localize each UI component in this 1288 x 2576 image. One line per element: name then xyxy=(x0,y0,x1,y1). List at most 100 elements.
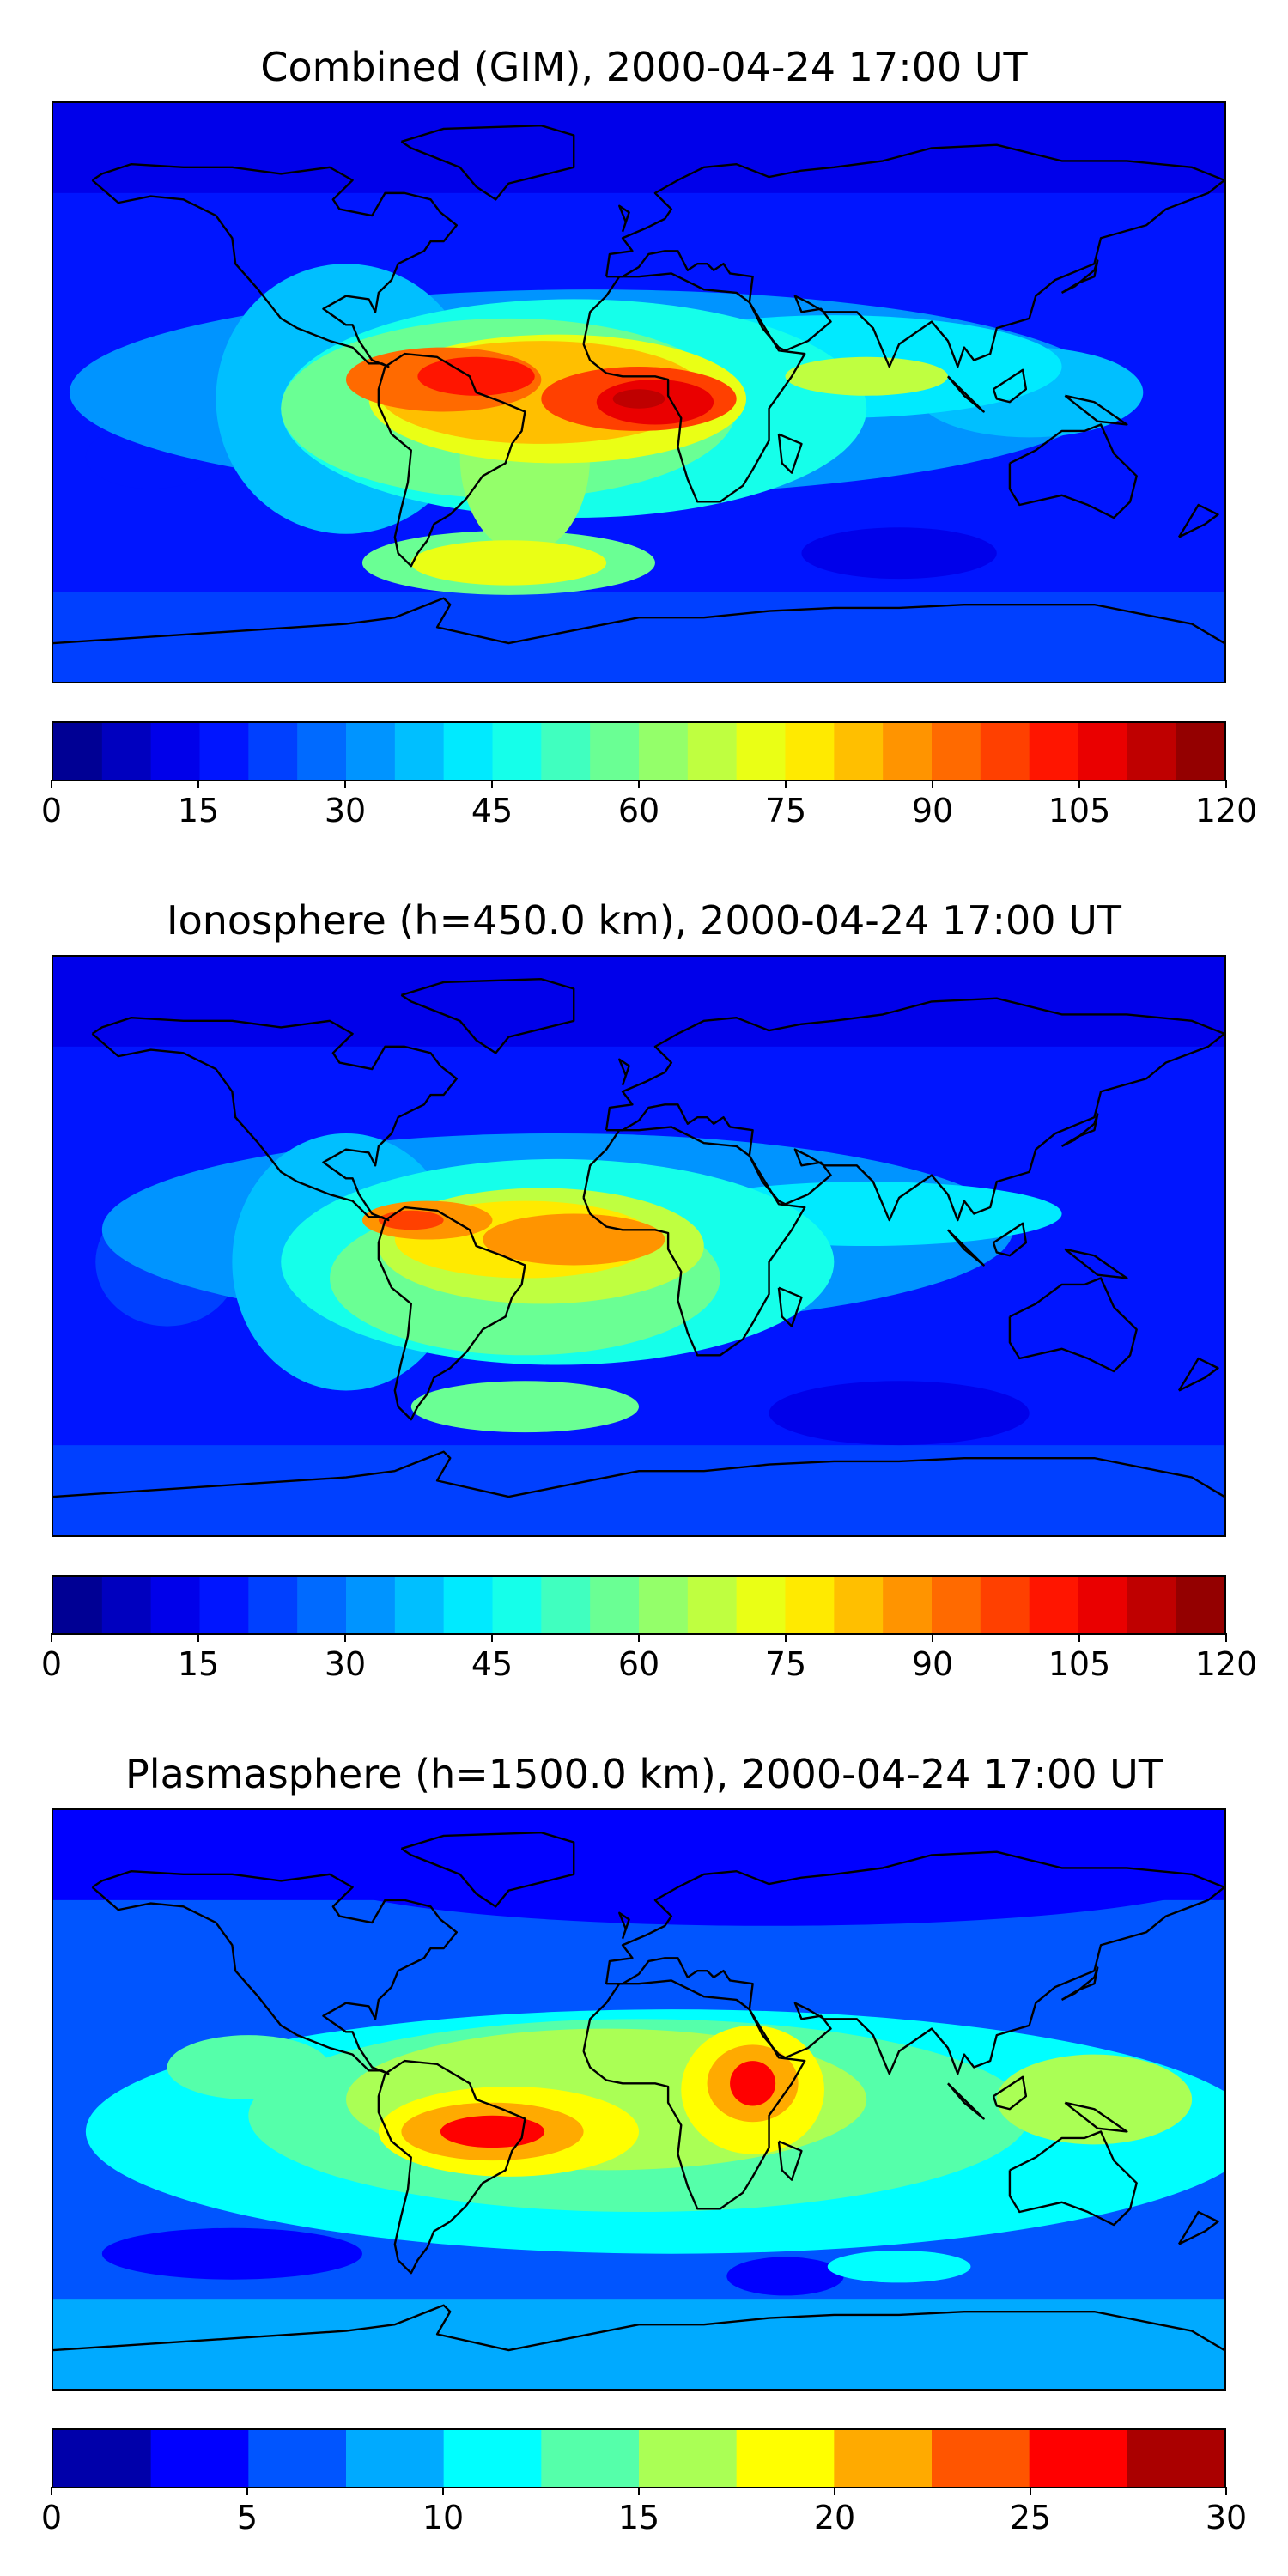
colorbar-segment xyxy=(883,1577,933,1633)
colorbar-segment xyxy=(53,723,103,780)
colorbar-combined xyxy=(52,721,1226,781)
polar-cap-south xyxy=(53,1445,1224,1535)
contour-band xyxy=(827,2250,971,2283)
colorbar-segment xyxy=(297,723,347,780)
coastline xyxy=(1060,259,1099,294)
colorbar-segment xyxy=(199,723,249,780)
colorbar-ticks-combined: 0 15 30 45 60 75 90 105 120 xyxy=(41,780,1257,831)
polar-cap-north xyxy=(53,957,1224,1047)
coastline xyxy=(53,1450,1224,1498)
coastline xyxy=(400,125,575,201)
colorbar-ticks-ionosphere: 0 15 30 45 60 75 90 105 120 xyxy=(41,1633,1257,1685)
tick-label: 60 xyxy=(617,1645,660,1683)
colorbar-segment xyxy=(53,2430,152,2487)
coastline xyxy=(582,272,806,503)
heatmap-ionosphere xyxy=(53,957,1224,1535)
tick-mark xyxy=(1225,780,1227,788)
coastline xyxy=(53,2304,1224,2352)
tick-label: 30 xyxy=(324,792,367,829)
colorbar-segment xyxy=(394,1577,445,1633)
contour-band xyxy=(410,1381,639,1433)
coastline xyxy=(1177,2210,1219,2245)
colorbar-segment xyxy=(834,2430,933,2487)
colorbar-segment xyxy=(883,723,933,780)
tick-label: 90 xyxy=(911,1645,954,1683)
coastline xyxy=(1064,394,1128,426)
coastline xyxy=(1008,1277,1138,1373)
coastline xyxy=(605,143,1224,368)
colorbar-segment xyxy=(150,1577,201,1633)
contour-band xyxy=(410,540,607,586)
tick-mark xyxy=(1078,780,1080,788)
tick-mark xyxy=(51,780,52,788)
tick-label: 105 xyxy=(1048,792,1111,829)
coastline xyxy=(400,978,575,1054)
tick-label: 15 xyxy=(177,792,220,829)
colorbar-segment xyxy=(834,723,884,780)
colorbar-segment xyxy=(639,1577,689,1633)
coastline xyxy=(1177,1357,1219,1392)
contour-band xyxy=(313,1822,1224,1926)
colorbar-segment xyxy=(736,2430,835,2487)
contour-band xyxy=(378,1210,444,1230)
coastline xyxy=(1060,1966,1099,2001)
coastline xyxy=(91,162,459,368)
heatmap-plasmasphere xyxy=(53,1810,1224,2389)
coastline xyxy=(91,1869,459,2075)
contour-band xyxy=(996,2054,1193,2145)
tick-label: 120 xyxy=(1194,792,1258,829)
contour-band xyxy=(101,2227,362,2280)
colorbar-segment xyxy=(150,723,201,780)
heatmap-combined xyxy=(53,103,1224,682)
coastline xyxy=(1064,1248,1128,1279)
coastline xyxy=(992,2075,1028,2111)
colorbar-segment xyxy=(394,723,445,780)
colorbar-segment xyxy=(101,1577,152,1633)
coastline xyxy=(1177,503,1219,538)
coastline xyxy=(377,352,526,568)
contour-band xyxy=(801,527,997,580)
coastline xyxy=(91,1016,459,1222)
tick-mark xyxy=(246,2487,248,2495)
colorbar-segment xyxy=(834,1577,884,1633)
coastline xyxy=(618,1911,630,1940)
colorbar-segment xyxy=(785,1577,835,1633)
map-panel-ionosphere xyxy=(52,955,1226,1537)
tick-label: 0 xyxy=(40,1645,63,1683)
tick-mark xyxy=(197,780,199,788)
coastline xyxy=(605,1850,1224,2075)
colorbar-segment xyxy=(785,723,835,780)
colorbar-ticks-plasmasphere: 0 5 10 15 20 25 30 xyxy=(41,2487,1247,2538)
colorbar-segment xyxy=(541,1577,591,1633)
tick-mark xyxy=(51,1633,52,1642)
contour-band xyxy=(612,389,665,409)
tick-mark xyxy=(932,1633,933,1642)
colorbar-segment xyxy=(687,723,738,780)
tick-label: 45 xyxy=(471,792,513,829)
tick-label: 0 xyxy=(40,2499,63,2537)
colorbar-segment xyxy=(980,723,1030,780)
tick-label: 120 xyxy=(1194,1645,1258,1683)
coastline xyxy=(605,997,1224,1222)
coastline xyxy=(377,2059,526,2275)
colorbar-segment xyxy=(150,2430,249,2487)
tick-label: 75 xyxy=(764,792,807,829)
colorbar-segment xyxy=(639,723,689,780)
colorbar-segment xyxy=(1029,1577,1079,1633)
tick-mark xyxy=(1225,1633,1227,1642)
contour-band xyxy=(769,1381,1030,1446)
coastline xyxy=(582,1126,806,1357)
tick-mark xyxy=(638,1633,640,1642)
colorbar-segment xyxy=(248,1577,298,1633)
tick-mark xyxy=(638,780,640,788)
colorbar-segment xyxy=(443,723,494,780)
contour-band xyxy=(483,1213,665,1266)
colorbar-segment xyxy=(590,723,640,780)
colorbar-segment xyxy=(297,1577,347,1633)
colorbar-segment xyxy=(199,1577,249,1633)
coastline xyxy=(377,1206,526,1421)
tick-label: 20 xyxy=(813,2499,856,2537)
colorbar-segment xyxy=(492,1577,542,1633)
tick-mark xyxy=(491,780,493,788)
tick-mark xyxy=(197,1633,199,1642)
